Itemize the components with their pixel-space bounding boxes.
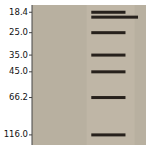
y-tick-label: 66.2 (9, 92, 28, 102)
bands (91, 11, 138, 137)
ladder-band (91, 11, 125, 14)
y-tick-label: 25.0 (9, 27, 28, 37)
y-tick (29, 32, 32, 33)
ladder-band (91, 96, 125, 99)
y-axis-line (32, 5, 33, 145)
y-tick-label: 35.0 (9, 50, 28, 60)
ladder-band (91, 54, 125, 57)
y-tick (29, 97, 32, 98)
ladder-band (91, 133, 125, 136)
y-tick-label: 116.0 (4, 129, 28, 139)
y-tick (29, 71, 32, 72)
y-tick (29, 134, 32, 135)
lane-background (87, 5, 135, 145)
ladder-band (91, 70, 125, 73)
chart: 116.0 66.2 45.0 35.0 25.0 18.4 (0, 0, 150, 150)
plot-background (32, 5, 146, 145)
y-tick-label: 45.0 (9, 66, 28, 76)
y-tick (29, 55, 32, 56)
y-tick (29, 12, 32, 13)
ladder-band (91, 31, 125, 34)
y-tick-label: 18.4 (9, 7, 28, 17)
sample-band (91, 16, 138, 19)
